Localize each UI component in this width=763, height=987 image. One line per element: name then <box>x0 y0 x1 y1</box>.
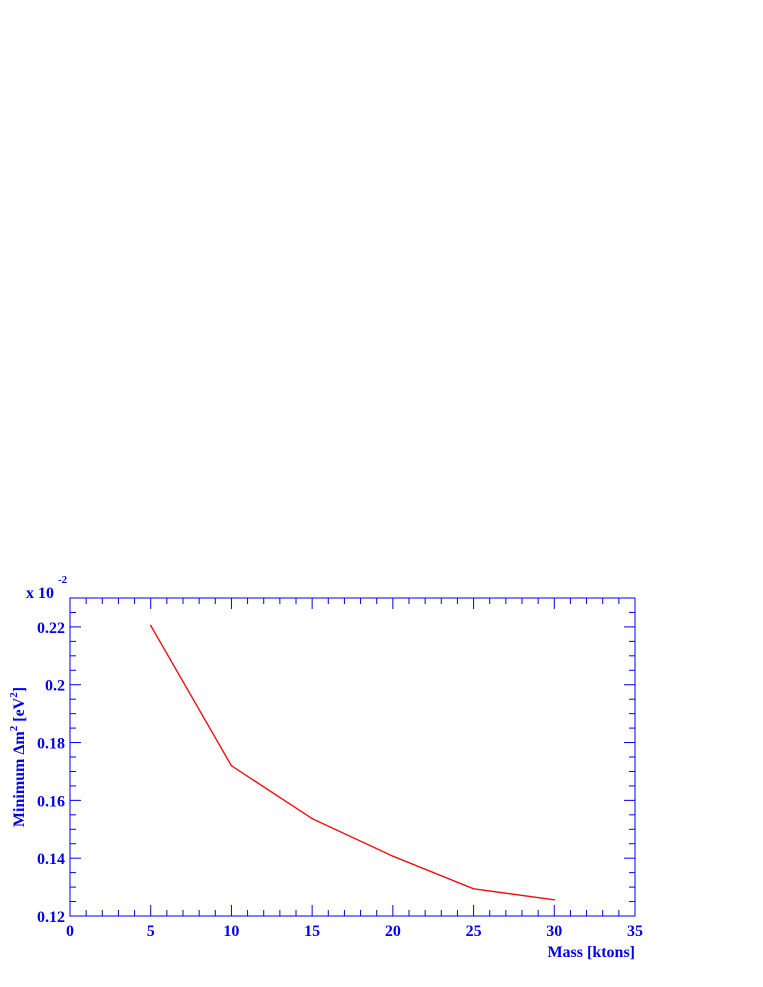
y-axis-tick-labels: 0.12 0.14 0.16 0.18 0.2 0.22 <box>37 620 65 926</box>
y-axis-multiplier-base: x 10 <box>26 585 54 602</box>
x-tick-label: 15 <box>304 923 320 940</box>
y-tick-label: 0.14 <box>37 851 65 868</box>
y-axis-ticks <box>70 597 635 917</box>
plot-frame-group <box>69 597 636 917</box>
y-axis-title-unit-sup: 2 <box>8 692 20 698</box>
series-line <box>150 625 555 901</box>
data-point <box>392 855 394 857</box>
data-point <box>553 899 556 901</box>
x-tick-label: 35 <box>627 923 643 940</box>
y-axis-title-prefix: Minimum Δm <box>11 731 28 827</box>
y-axis-title: Minimum Δm2 [eV2] <box>8 687 28 827</box>
x-axis-ticks <box>69 598 636 916</box>
x-tick-label: 10 <box>223 923 239 940</box>
y-axis-multiplier: x 10 -2 <box>26 574 68 602</box>
x-tick-label: 30 <box>546 923 562 940</box>
plot-frame <box>69 597 636 917</box>
y-axis-title-unit-close: ] <box>11 687 28 692</box>
y-tick-label: 0.12 <box>37 909 65 926</box>
series-group <box>149 624 556 901</box>
y-axis-title-unit-open: [eV <box>11 697 28 725</box>
x-tick-label: 0 <box>66 923 74 940</box>
y-tick-label: 0.2 <box>45 678 65 695</box>
y-axis-title-prefix-sup: 2 <box>8 725 20 731</box>
data-point <box>149 624 152 627</box>
x-tick-label: 25 <box>466 923 482 940</box>
x-axis-title: Mass [ktons] <box>547 944 635 961</box>
y-tick-label: 0.16 <box>37 793 65 810</box>
y-tick-label: 0.22 <box>37 620 65 637</box>
data-point <box>311 817 313 820</box>
y-tick-label: 0.18 <box>37 736 65 753</box>
x-tick-label: 5 <box>147 923 155 940</box>
x-axis-tick-labels: 0 5 10 15 20 25 30 35 <box>66 923 643 940</box>
x-tick-label: 20 <box>385 923 401 940</box>
y-axis-multiplier-exponent: -2 <box>58 574 68 586</box>
data-point <box>472 888 475 890</box>
data-point <box>230 764 233 767</box>
